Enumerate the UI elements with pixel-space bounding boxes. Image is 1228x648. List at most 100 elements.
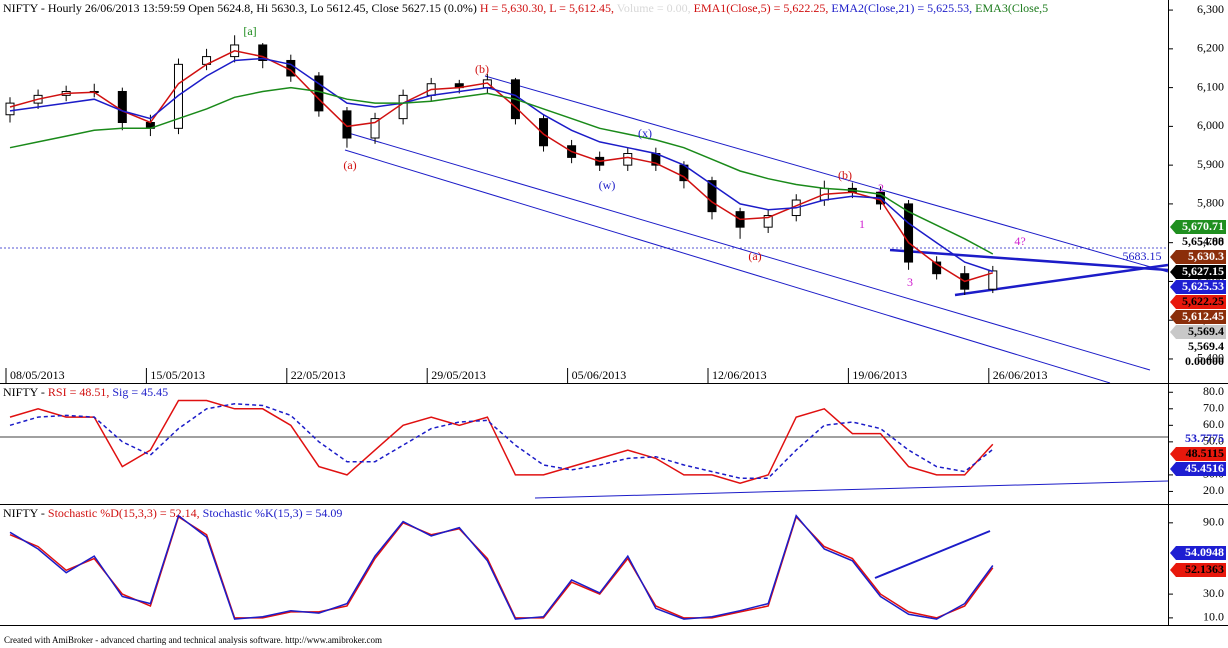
wave-label: 1 [859,217,865,231]
y-tick-label: 90.0 [1203,515,1224,529]
candle-body [342,110,352,139]
candle-body [370,118,380,139]
wave-label: (a) [343,158,356,172]
y-tick-label: 80.0 [1203,384,1224,398]
title-part: Stochastic %D(15,3,3) = 52.14, [48,506,203,520]
wave-label: 4? [1014,234,1025,248]
y-tick-label: 20.0 [1203,483,1224,497]
x-tick-label: 26/06/2013 [993,368,1048,382]
y-tick-label: 5,400 [1197,351,1224,365]
title-part: EMA3(Close,5 [975,1,1048,15]
y-tick-label: 5,900 [1197,157,1224,171]
price-tag [1170,546,1226,560]
price-tag-label: 5,569.4 [1188,339,1224,353]
y-tick-label: 6,000 [1197,118,1224,132]
x-tick-label: 22/05/2013 [291,368,346,382]
footer: Created with AmiBroker - advanced charti… [4,635,382,645]
price-tag [1170,462,1226,476]
title-part: RSI = 48.51, [48,385,112,399]
price-tag-label: 53.7775 [1185,431,1224,445]
panel-title: NIFTY - Hourly 26/06/2013 13:59:59 Open … [3,1,1048,15]
y-tick-label: 6,300 [1197,2,1224,16]
y-tick-label: 50.0 [1203,434,1224,448]
title-part: Sig = 45.45 [112,385,168,399]
y-tick-label: 60.0 [1203,417,1224,431]
series-line [9,57,994,273]
y-tick-label: 70.0 [1203,401,1224,415]
wave-label: 2 [878,181,884,195]
price-tag-label: 5,654.88 [1182,234,1224,248]
x-tick-label: 12/06/2013 [712,368,767,382]
y-tick-label: 30.0 [1203,586,1224,600]
price-tag [1170,250,1226,264]
price-tag [1170,280,1226,294]
price-tag-label: 5,630.3 [1188,249,1224,263]
wave-label: (w) [599,178,616,192]
stoch-trend-line [874,530,991,579]
trend-channel [344,75,1169,579]
price-tag-label: 0.00000 [1185,354,1224,368]
x-tick-label: 15/05/2013 [150,368,205,382]
wave-label: (b) [838,168,852,182]
candle-body [932,261,942,275]
price-tag [1170,325,1226,339]
price-tag [1170,265,1226,279]
channel-line [484,75,1169,273]
wave-label: 3 [907,275,913,289]
candle-body [623,153,633,166]
price-tag-label: 5,569.4 [1188,324,1224,338]
title-part: Stochastic %K(15,3) = 54.09 [203,506,343,520]
title-part: EMA1(Close,5) = 5,622.25, [694,1,832,15]
candle-body [707,180,717,213]
price-tag-label: 5,622.25 [1182,294,1224,308]
price-tag-label: 52.1363 [1185,562,1224,576]
price-tag-label: 5,612.45 [1182,309,1224,323]
wave-label: (a) [748,249,761,263]
price-tag [1170,310,1226,324]
candle-body [258,44,268,61]
candle-body [904,203,914,263]
candle-body [763,215,773,228]
title-part: NIFTY - [3,506,48,520]
series-line [9,86,994,255]
price-tag-label: 5,627.15 [1182,264,1224,278]
price-tag-label: 5,670.71 [1182,219,1224,233]
price-tag-label: 5,625.53 [1182,279,1224,293]
panel-title: NIFTY - Stochastic %D(15,3,3) = 52.14, S… [3,506,342,520]
candle-body [539,118,549,147]
candle-body [117,90,127,123]
triangle-line [954,263,1169,297]
price-tag [1170,295,1226,309]
x-tick-label: 29/05/2013 [431,368,486,382]
title-part: NIFTY - Hourly 26/06/2013 13:59:59 Open … [3,1,480,15]
price-tag-label: 45.4516 [1185,461,1224,475]
price-tag [1170,447,1226,461]
title-part: H = 5,630.30, L = 5,612.45, [480,1,617,15]
x-tick-label: 08/05/2013 [10,368,65,382]
y-tick-label: 5,700 [1197,234,1224,248]
series-line [9,514,994,620]
candle-body [314,75,324,112]
x-tick-label: 19/06/2013 [852,368,907,382]
wave-label: 5683.15 [1123,249,1162,263]
channel-line [344,131,1151,371]
title-part: EMA2(Close,21) = 5,625.53, [831,1,975,15]
y-tick-label: 10.0 [1203,610,1224,624]
series-line [9,399,994,484]
wave-label: (x) [638,126,652,140]
wave-label: [a] [243,24,256,38]
candle-body [5,102,15,116]
rsi-trend-line [534,480,1169,499]
price-tag [1170,220,1226,234]
price-tag [1170,563,1226,577]
x-tick-label: 05/06/2013 [572,368,627,382]
price-tag-label: 54.0948 [1185,545,1224,559]
triangle-line [889,248,1169,272]
channel-line [344,149,1111,384]
series-line [9,403,994,479]
title-part: NIFTY - [3,385,48,399]
candle-body [398,94,408,120]
title-part: Volume = 0.00, [617,1,694,15]
